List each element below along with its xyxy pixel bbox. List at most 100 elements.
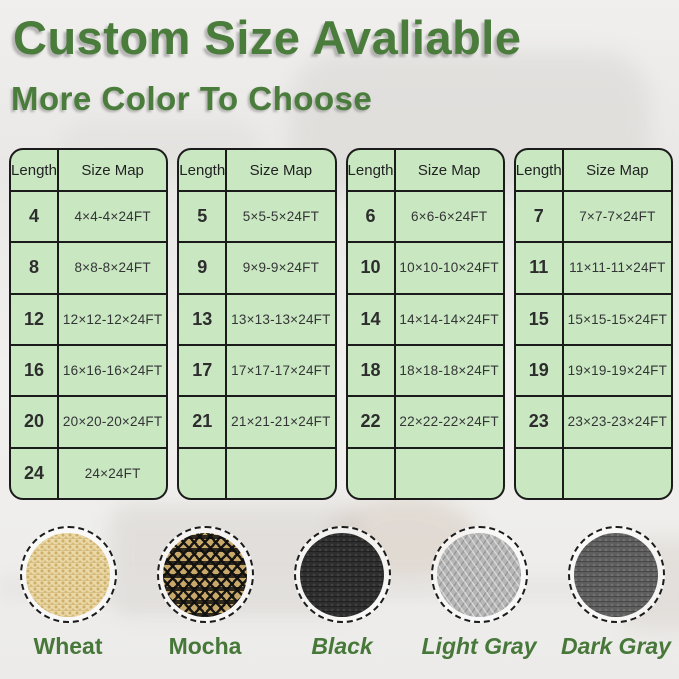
color-label-dark-gray: Dark Gray <box>561 633 671 659</box>
size-map-column-header: Size Map <box>249 161 313 179</box>
color-label-wheat: Wheat <box>33 633 103 659</box>
size-map-column-header: Size Map <box>417 161 481 179</box>
table-row: 16 16×16-16×24FT <box>11 345 167 398</box>
color-swatch-light-gray: Light Gray <box>422 526 537 660</box>
length-cell: 9 <box>179 243 228 293</box>
light-gray-fabric-icon <box>437 532 521 617</box>
color-label-mocha: Mocha <box>168 633 242 659</box>
length-cell: 18 <box>348 345 396 396</box>
table-row: 8 8×8-8×24FT <box>11 243 167 295</box>
size-map-cell: 18×18-18×24FT <box>399 363 499 379</box>
dark-gray-dashed-ring <box>567 526 665 623</box>
size-map-cell <box>564 449 671 498</box>
length-cell: 13 <box>179 294 228 344</box>
length-cell: 20 <box>11 397 59 447</box>
color-label-black: Black <box>311 633 373 659</box>
length-cell <box>179 448 228 498</box>
size-table-2: Length Size Map 5 5×5-5×24FT 9 9×9-9×24FT 13 13… <box>177 148 337 500</box>
size-map-cell: 14×14-14×24FT <box>399 311 499 327</box>
size-map-cell <box>227 449 334 498</box>
size-map-cell: 7×7-7×24FT <box>579 209 656 225</box>
length-cell <box>348 448 396 498</box>
length-cell: 21 <box>179 397 228 447</box>
size-map-cell: 6×6-6×24FT <box>410 209 488 225</box>
dark-gray-fabric-icon <box>574 532 658 617</box>
size-map-cell: 10×10-10×24FT <box>399 260 499 276</box>
table-row: 7 7×7-7×24FT <box>515 192 671 244</box>
size-map-cell: 8×8-8×24FT <box>74 260 151 276</box>
table-row: 20 20×20-20×24FT <box>11 397 167 449</box>
light-gray-dashed-ring <box>430 526 528 623</box>
length-column-header: Length <box>516 150 564 190</box>
table-row <box>516 448 671 498</box>
length-cell: 11 <box>516 243 564 293</box>
table-row: 4 4×4-4×24FT <box>11 192 167 244</box>
color-swatch-wheat: Wheat <box>15 526 121 660</box>
table-row: 5 5×5-5×24FT <box>179 192 335 244</box>
page-title: Custom Size Avaliable <box>13 11 522 64</box>
length-cell: 17 <box>179 345 228 396</box>
length-cell: 14 <box>348 294 396 344</box>
length-cell: 16 <box>11 345 59 396</box>
size-map-cell: 16×16-16×24FT <box>62 363 163 379</box>
length-column-header: Length <box>348 150 396 190</box>
size-map-cell: 9×9-9×24FT <box>242 260 320 276</box>
mocha-dashed-ring <box>156 526 254 623</box>
length-cell: 6 <box>348 192 396 242</box>
table-row: 15 15×15-15×24FT <box>515 294 671 346</box>
table-row: 17 17×17-17×24FT <box>179 345 335 398</box>
length-cell: 10 <box>348 243 396 293</box>
size-map-cell: 22×22-22×24FT <box>399 414 499 430</box>
size-map-cell: 15×15-15×24FT <box>567 311 668 327</box>
table-row: 19 19×19-19×24FT <box>515 345 671 398</box>
table-row: 21 21×21-21×24FT <box>179 397 335 449</box>
size-map-cell: 11×11-11×24FT <box>569 260 666 276</box>
page-subtitle: More Color To Choose <box>11 80 373 117</box>
size-map-cell: 23×23-23×24FT <box>567 414 668 430</box>
table-row: 18 18×18-18×24FT <box>347 345 503 398</box>
length-cell: 15 <box>516 294 564 344</box>
table-row: 24 24×24FT <box>11 448 166 498</box>
table-row: 9 9×9-9×24FT <box>179 243 335 295</box>
size-map-cell: 24×24FT <box>84 465 141 481</box>
length-cell: 7 <box>516 192 564 242</box>
black-dashed-ring <box>293 526 391 623</box>
table-header-row: Length Size Map <box>515 150 671 192</box>
size-map-column-header: Size Map <box>586 161 649 179</box>
length-cell: 4 <box>11 192 59 242</box>
color-swatch-black: Black <box>289 526 395 660</box>
color-swatch-dark-gray: Dark Gray <box>561 526 671 660</box>
color-label-light-gray: Light Gray <box>421 633 537 659</box>
size-map-cell: 4×4-4×24FT <box>74 209 151 225</box>
table-row: 13 13×13-13×24FT <box>179 294 335 346</box>
length-cell: 24 <box>11 448 59 498</box>
length-cell: 5 <box>179 192 228 242</box>
color-swatches: Wheat Mocha Black Light Gray Dark Gray <box>0 526 679 660</box>
size-table-3: Length Size Map 6 6×6-6×24FT 10 10×10-10×24FT… <box>345 148 505 500</box>
color-swatch-mocha: Mocha <box>152 526 258 660</box>
length-cell: 12 <box>11 294 59 344</box>
length-column-header: Length <box>11 150 59 190</box>
length-cell: 19 <box>516 345 564 396</box>
size-table-1: Length Size Map 4 4×4-4×24FT 8 8×8-8×24FT 12 12… <box>9 148 169 500</box>
size-map-cell: 12×12-12×24FT <box>62 311 163 327</box>
table-row: 23 23×23-23×24FT <box>515 397 671 449</box>
size-map-cell <box>396 449 503 498</box>
table-row: 6 6×6-6×24FT <box>347 192 503 244</box>
size-map-cell: 17×17-17×24FT <box>231 363 331 379</box>
size-map-column-header: Size Map <box>81 161 144 179</box>
table-row: 12 12×12-12×24FT <box>11 294 167 346</box>
table-row <box>179 448 334 498</box>
table-row <box>348 448 503 498</box>
wheat-fabric-icon <box>26 532 110 617</box>
table-header-row: Length Size Map <box>179 150 335 192</box>
size-table-4: Length Size Map 7 7×7-7×24FT 11 11×11-11×24FT… <box>513 148 673 500</box>
size-map-cell: 13×13-13×24FT <box>231 311 331 327</box>
table-row: 11 11×11-11×24FT <box>515 243 671 295</box>
table-header-row: Length Size Map <box>11 150 167 192</box>
table-row: 14 14×14-14×24FT <box>347 294 503 346</box>
size-map-cell: 20×20-20×24FT <box>62 414 163 430</box>
length-column-header: Length <box>179 150 228 190</box>
length-cell: 22 <box>348 397 396 447</box>
